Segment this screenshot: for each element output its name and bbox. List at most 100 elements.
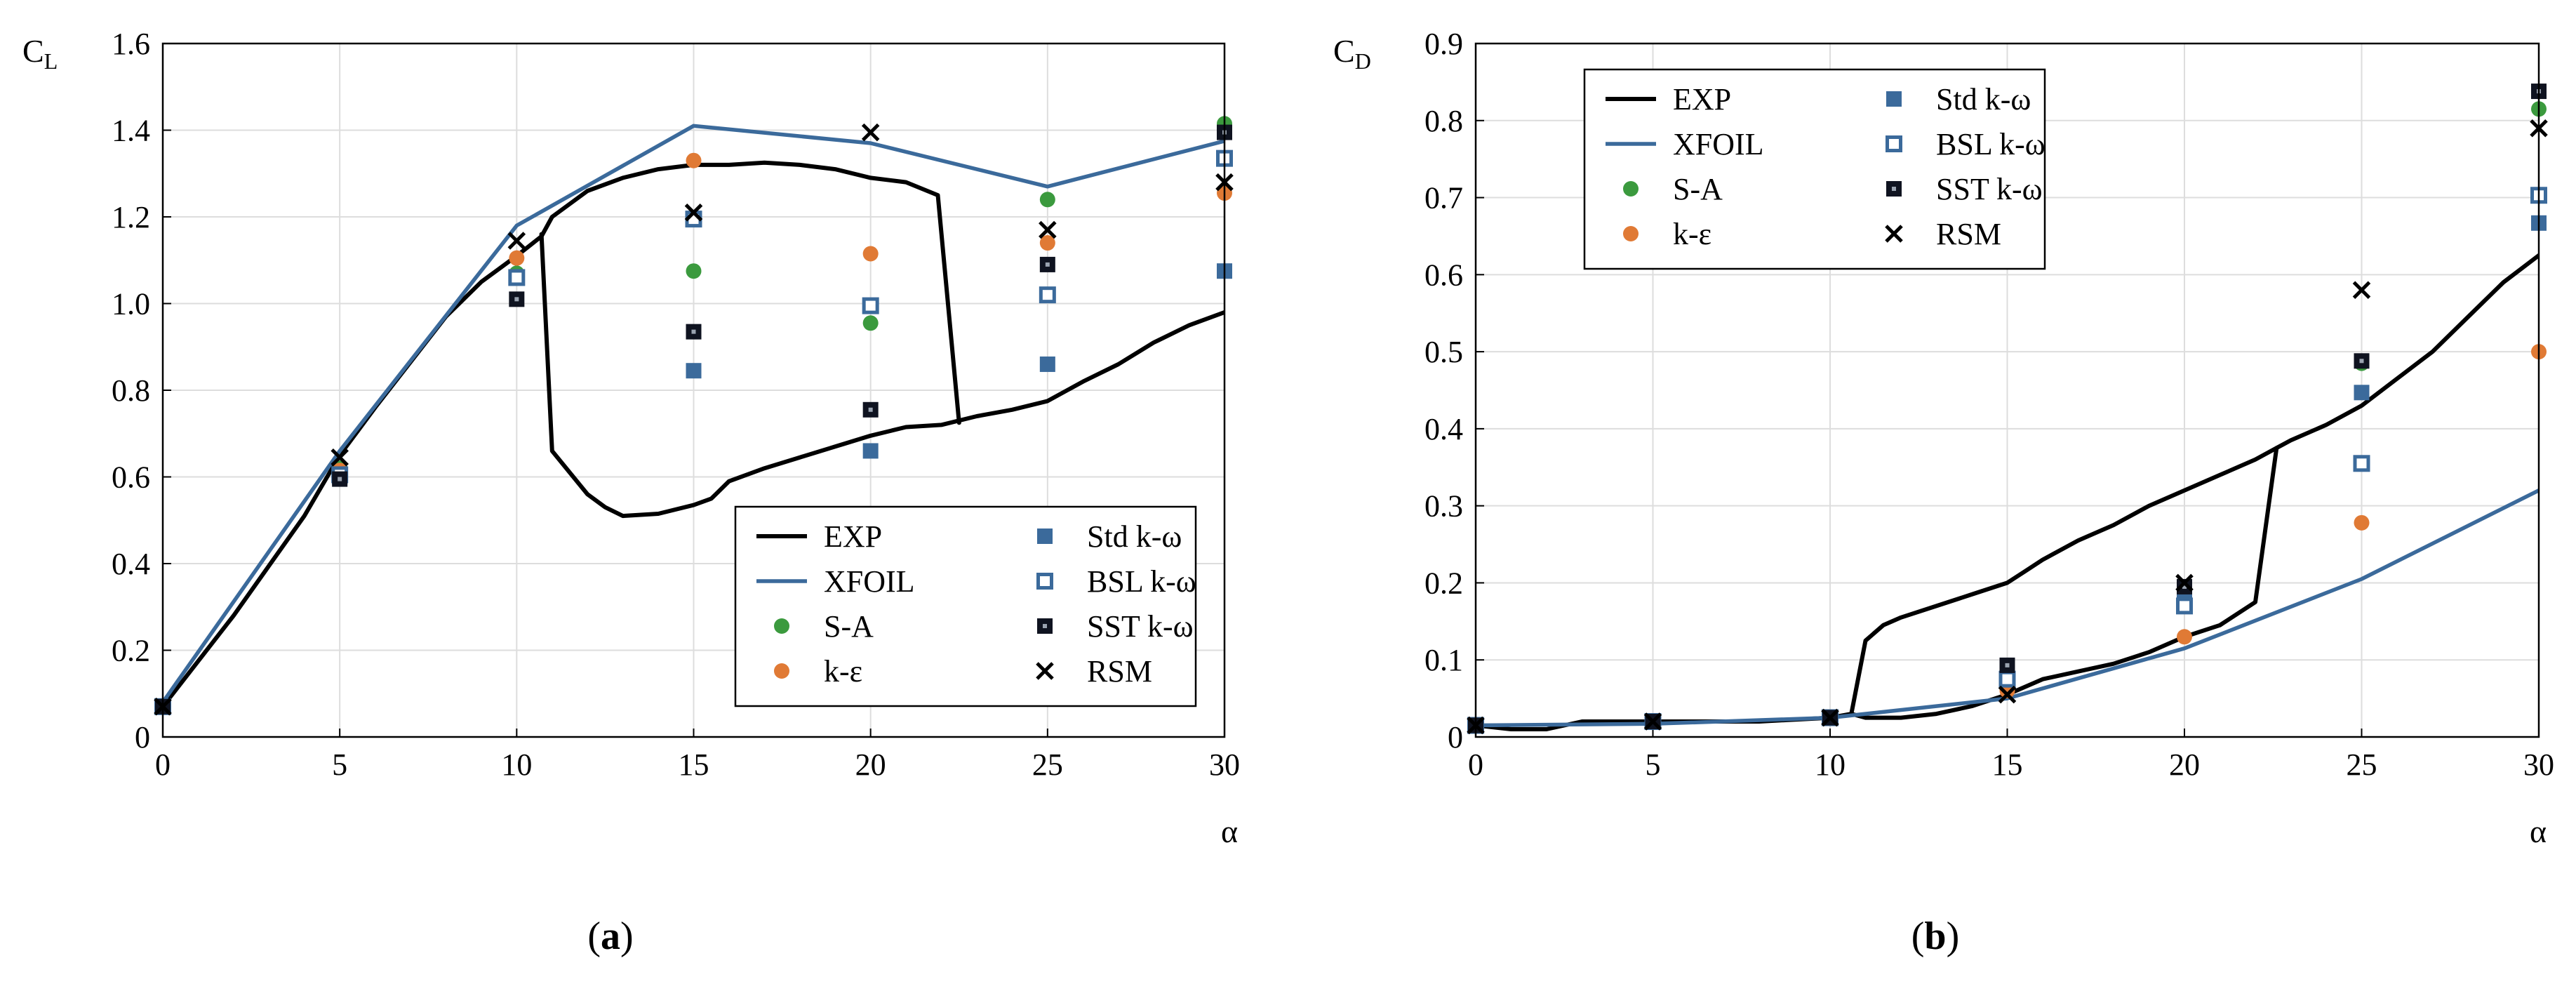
panel-b-legend: EXP XFOIL S-A k-ε Std k-ω BSL k-ω SST k-ω RSM — [1583, 68, 2046, 270]
panel-b-bsl-point — [2353, 455, 2370, 472]
panel-a-y-tick-label: 0.4 — [112, 547, 150, 581]
panel-a-rsm-point — [507, 232, 526, 250]
panel-b-y-tick-label: 0.7 — [1424, 181, 1463, 215]
panel-b-y-tick-label: 0.9 — [1424, 27, 1463, 61]
panel-b-legend-swatch-sst — [1886, 181, 1902, 197]
panel-b-rsm-point — [1998, 685, 2017, 704]
panel-b-legend-entry-ke: k-ε — [1623, 217, 1711, 251]
panel-a-bsl-point — [1039, 286, 1056, 304]
panel-b-x-axis-label: α — [2530, 813, 2547, 849]
panel-b-legend-swatch-rsm — [1885, 225, 1903, 243]
panel-b-legend-label-bsl: BSL k-ω — [1936, 127, 2046, 161]
panel-a-legend-entry-ke: k-ε — [774, 654, 862, 689]
panel-a-y-tick-label: 0 — [135, 720, 150, 754]
panel-a-x-tick-label: 0 — [155, 747, 171, 782]
panel-a-legend-label-rsm: RSM — [1087, 654, 1152, 689]
panel-b-bsl-point — [2176, 597, 2193, 615]
panel-b-y-axis-label-main: C — [1333, 33, 1355, 69]
panel-b-ke-point — [2354, 514, 2370, 531]
panel-b-legend-box — [1583, 68, 2046, 270]
panel-a-sa-point — [862, 315, 879, 331]
panel-b-legend-entry-sa: S-A — [1623, 172, 1723, 206]
panel-b-x-tick-label: 20 — [2169, 747, 2200, 782]
panel-b-y-tick-label: 0.3 — [1424, 489, 1463, 524]
panel-b-subcaption: (b) — [1911, 915, 1959, 958]
panel-b-legend-swatch-std — [1886, 91, 1902, 107]
panel-b-legend-label-std: Std k-ω — [1936, 82, 2031, 117]
panel-a-rsm-point — [684, 204, 703, 222]
panel-a-sa-point — [1039, 192, 1055, 208]
panel-b-rsm-point — [1821, 708, 1839, 727]
panel-b-legend-entry-std: Std k-ω — [1886, 82, 2031, 117]
panel-a-sa-point — [686, 263, 702, 279]
panel-a-y-tick-label: 1.0 — [112, 287, 150, 321]
panel-b-y-axis-label-sub: D — [1355, 48, 1371, 74]
panel-b-legend-entry-rsm: RSM — [1885, 217, 2001, 251]
panel-b-y-tick-label: 0.4 — [1424, 412, 1463, 446]
panel-b-data — [1467, 84, 2548, 735]
panel-a-std-point — [686, 363, 702, 379]
panel-a-legend-swatch-std — [1037, 528, 1053, 544]
panel-b-x-tick-label: 15 — [1992, 747, 2023, 782]
panel-a-legend-label-sst: SST k-ω — [1087, 609, 1194, 644]
panel-b-y-tick-label: 0.5 — [1424, 335, 1463, 369]
panel-a-plot-frame — [161, 42, 1226, 738]
panel-b-exp-line-1 — [1849, 446, 2279, 720]
panel-b-legend-entry-xfoil: XFOIL — [1606, 127, 1764, 161]
panel-a-sst-point — [509, 291, 525, 307]
panel-a-y-axis-label: CL — [22, 33, 58, 74]
panel-a-x-tick-label: 20 — [855, 747, 886, 782]
panel-a-legend-label-xfoil: XFOIL — [824, 564, 915, 599]
panel-b-legend-label-xfoil: XFOIL — [1673, 127, 1764, 161]
panel-a-x-tick-label: 25 — [1032, 747, 1063, 782]
panel-b-y-tick-label: 0.6 — [1424, 258, 1463, 292]
panel-a-subcaption: (a) — [587, 915, 633, 958]
panel-a-y-axis-label-main: C — [22, 33, 44, 69]
panel-a-xfoil-line-2 — [163, 124, 1224, 705]
panel-a-y-tick-label: 1.6 — [112, 27, 150, 61]
panel-a-x-axis-label: α — [1221, 813, 1238, 849]
panel-a-legend-label-exp: EXP — [824, 519, 882, 554]
panel-a-sst-point — [332, 471, 348, 487]
panel-a: 0 5 10 15 20 25 30 0 0.2 0.4 0.6 0.8 1.0 1.2 1.4 1.6 CL… — [22, 27, 1240, 958]
panel-b-plot-frame — [1474, 42, 2540, 738]
panel-a-x-tick-label: 10 — [501, 747, 532, 782]
panel-b-rsm-point — [2175, 573, 2194, 592]
panel-b-subcaption-open: ( — [1911, 915, 1925, 958]
panel-b-legend-entry-exp: EXP — [1606, 82, 1731, 117]
panel-a-sst-point — [862, 401, 879, 418]
panel-a-legend-entry-std: Std k-ω — [1037, 519, 1182, 554]
panel-a-ke-point — [686, 152, 702, 168]
panel-b: 0 5 10 15 20 25 30 0 0.1 0.2 0.3 0.4 0.5 0.6 0.7 0.8 0.9… — [1333, 27, 2554, 958]
panel-a-legend-entry-sa: S-A — [774, 609, 874, 644]
panel-a-sst-point — [686, 324, 702, 340]
panel-a-bsl-point — [862, 297, 879, 314]
panel-a-data — [154, 116, 1234, 716]
panel-b-legend-label-sst: SST k-ω — [1936, 172, 2043, 206]
panel-b-ticks: 0 5 10 15 20 25 30 0 0.1 0.2 0.3 0.4 0.5 0.6 0.7 0.8 0.9 — [1424, 27, 2554, 782]
panel-a-rsm-point — [331, 448, 349, 467]
panel-a-sst-point — [1039, 256, 1055, 272]
panel-a-legend-entry-xfoil: XFOIL — [756, 564, 915, 599]
panel-b-x-tick-label: 30 — [2523, 747, 2554, 782]
panel-b-legend-swatch-ke — [1623, 226, 1639, 241]
panel-a-ke-point — [509, 250, 525, 266]
panel-b-legend-label-exp: EXP — [1673, 82, 1731, 117]
panel-b-rsm-point — [2352, 281, 2371, 300]
panel-b-y-tick-label: 0.1 — [1424, 643, 1463, 677]
panel-a-legend-entry-sst: SST k-ω — [1037, 609, 1194, 644]
panel-a-x-tick-label: 15 — [679, 747, 709, 782]
panel-a-subcaption-letter: a — [601, 915, 620, 958]
panel-b-x-tick-label: 10 — [1815, 747, 1846, 782]
panel-a-x-tick-label: 30 — [1209, 747, 1240, 782]
panel-a-y-tick-label: 1.2 — [112, 200, 150, 234]
panel-b-legend-swatch-bsl — [1886, 135, 1902, 152]
panel-a-legend-entry-rsm: RSM — [1036, 654, 1152, 689]
panel-a-legend-swatch-bsl — [1036, 573, 1053, 590]
panel-a-ke-point — [1039, 235, 1055, 251]
panel-a-ticks: 0 5 10 15 20 25 30 0 0.2 0.4 0.6 0.8 1.0 1.2 1.4 1.6 — [112, 27, 1240, 782]
panel-b-rsm-point — [1643, 712, 1662, 731]
panel-b-legend-entry-bsl: BSL k-ω — [1886, 127, 2046, 161]
panel-a-y-axis-label-sub: L — [44, 48, 58, 74]
